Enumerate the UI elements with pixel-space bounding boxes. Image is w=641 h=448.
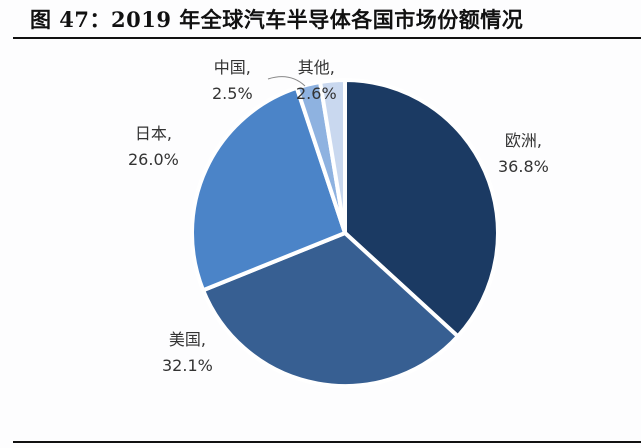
slice-other xyxy=(318,78,347,235)
label-china-name: 中国, xyxy=(213,58,251,77)
label-europe-value: 36.8% xyxy=(498,157,549,176)
slice-europe xyxy=(343,78,500,339)
slice-japan xyxy=(190,85,347,293)
china-leader-line xyxy=(267,76,306,87)
label-other-value: 2.6% xyxy=(296,84,337,103)
label-other: 其他, 2.6% xyxy=(296,55,337,107)
label-usa-value: 32.1% xyxy=(162,356,213,375)
label-usa-name: 美国, xyxy=(168,330,206,349)
label-china: 中国, 2.5% xyxy=(212,55,253,107)
label-europe-name: 欧洲, xyxy=(504,131,542,150)
slice-usa xyxy=(201,231,460,388)
label-japan-value: 26.0% xyxy=(128,150,179,169)
label-japan-name: 日本, xyxy=(134,124,172,143)
label-japan: 日本, 26.0% xyxy=(128,121,179,173)
label-china-value: 2.5% xyxy=(212,84,253,103)
label-europe: 欧洲, 36.8% xyxy=(498,128,549,180)
top-divider xyxy=(13,37,641,39)
label-usa: 美国, 32.1% xyxy=(162,327,213,379)
figure-title: 图 47：2019 年全球汽车半导体各国市场份额情况 xyxy=(30,7,524,32)
label-other-name: 其他, xyxy=(297,58,335,77)
bottom-divider xyxy=(13,441,641,443)
